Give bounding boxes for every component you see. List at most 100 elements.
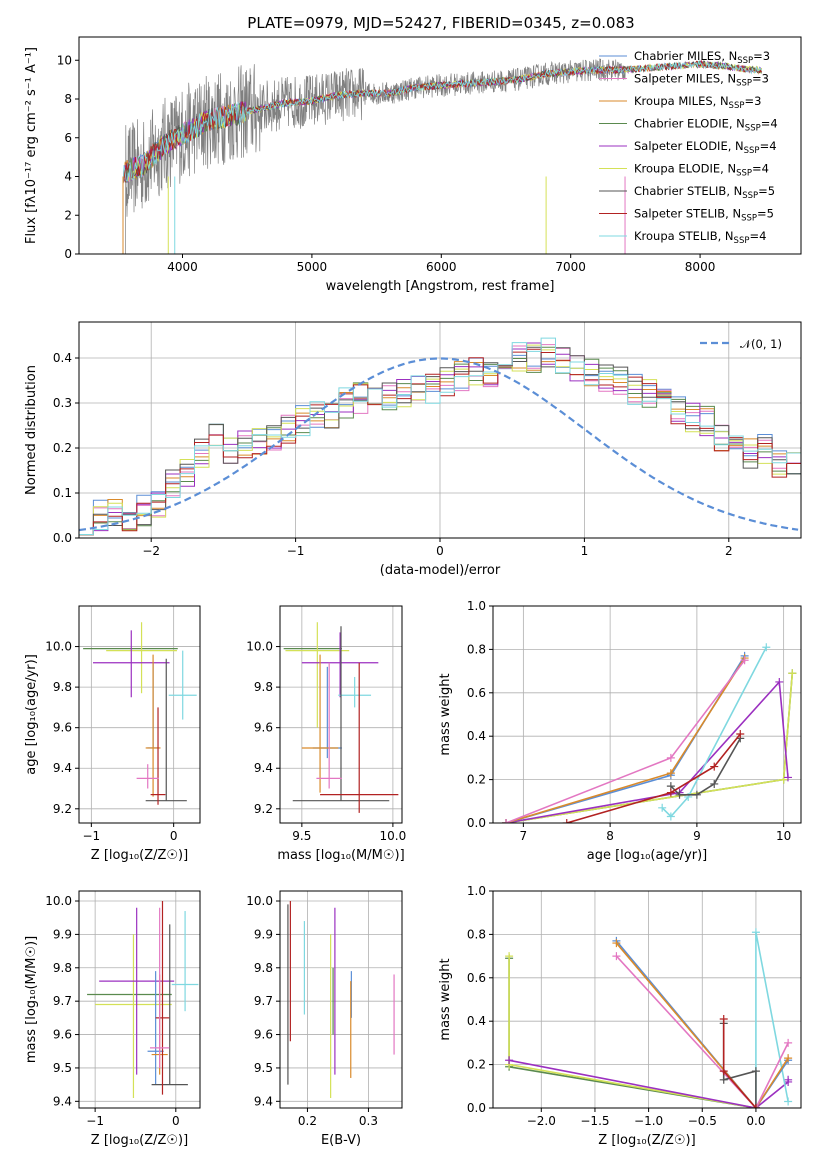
y-tick-label: 0.8	[467, 642, 486, 656]
legend-sub: SSP	[736, 169, 752, 179]
y-tick-label: 10.0	[45, 640, 72, 654]
y-tick-label: 0.3	[53, 396, 72, 410]
x-tick-label: 8000	[685, 260, 716, 274]
y-tick-label: 9.4	[254, 1094, 273, 1108]
axes-frame	[279, 605, 403, 824]
error-cross-7	[320, 662, 399, 813]
legend-entry-7: Salpeter STELIB, NSSP=5	[634, 207, 774, 224]
error-cross-8	[316, 662, 342, 789]
legend-entry-2: Kroupa MILES, NSSP=3	[634, 94, 761, 111]
y-tick-label: 9.6	[53, 1028, 72, 1042]
error-cross-3	[168, 650, 197, 720]
plot-area	[287, 901, 395, 1098]
legend-suffix: =4	[760, 139, 777, 153]
x-tick-label: 0	[436, 544, 444, 558]
axes-frame	[279, 890, 403, 1109]
y-tick-label: 8	[64, 92, 72, 106]
weight-point	[692, 790, 701, 799]
y-tick-label: 9.5	[254, 1061, 273, 1075]
weight-point	[736, 730, 745, 739]
legend-sub: SSP	[736, 79, 752, 89]
x-tick-label: 4000	[167, 260, 198, 274]
y-axis-label: Flux [fλ10⁻¹⁷ erg cm⁻² s⁻¹ A⁻¹]	[24, 47, 39, 244]
x-axis-label: (data-model)/error	[380, 563, 501, 578]
error-cross-2	[301, 632, 379, 698]
weight-line-5	[615, 942, 789, 1108]
x-tick-label: −1	[82, 829, 100, 843]
legend-sub: SSP	[744, 146, 760, 156]
error-cross-7	[150, 707, 166, 805]
error-cross-7	[155, 901, 170, 1095]
legend-suffix: =3	[752, 72, 769, 86]
y-tick-label: 0.6	[467, 686, 486, 700]
x-tick-label: −2	[142, 544, 160, 558]
legend-suffix: =4	[761, 117, 778, 131]
y-tick-label: 0.8	[467, 927, 486, 941]
x-tick-label: 9	[693, 829, 701, 843]
y-tick-label: 9.8	[254, 680, 273, 694]
x-tick-label: 7000	[555, 260, 586, 274]
weight-point	[719, 1067, 728, 1076]
weight-point	[751, 1104, 760, 1108]
weight-point	[666, 753, 675, 762]
legend-label: Kroupa MILES, N	[634, 94, 729, 108]
weight-line-8	[566, 733, 741, 823]
error-cross-2	[92, 630, 170, 698]
error-cross-3	[171, 911, 199, 1012]
y-tick-label: 9.8	[53, 961, 72, 975]
error-cross-3	[338, 676, 372, 708]
weight-point	[710, 779, 719, 788]
panel-weight-vs-age: 7 8 9 10 0.0 0.2 0.4 0.6 0.8 1.0 age [log₁₀(age/yr…	[438, 599, 802, 863]
x-axis-label: age [log₁₀(age/yr)]	[587, 848, 708, 863]
y-tick-label: 9.7	[254, 994, 273, 1008]
error-cross-1	[95, 934, 172, 1098]
y-axis-label: age [log₁₀(age/yr)]	[24, 654, 39, 775]
y-tick-label: 9.2	[53, 802, 72, 816]
x-tick-label: 10	[776, 829, 791, 843]
legend-sub: SSP	[734, 236, 750, 246]
figure-title: PLATE=0979, MJD=52427, FIBERID=0345, z=0…	[247, 14, 634, 32]
legend-entry-5: Kroupa ELODIE, NSSP=4	[634, 162, 769, 179]
panel-age-vs-Z: −1 0 9.2 9.4 9.6 9.8 10.0 Z [log₁₀(Z/Z☉)] age [l…	[24, 605, 201, 863]
panel-age-vs-mass: 9.5 10.0 9.2 9.4 9.6 9.8 10.0 mass [log₁₀(M/M☉)…	[246, 605, 407, 863]
weight-point	[562, 819, 571, 823]
y-tick-label: 9.9	[53, 927, 72, 941]
y-axis-label: mass weight	[438, 958, 453, 1040]
x-tick-label: 0.3	[359, 1114, 378, 1128]
legend-suffix: =3	[744, 94, 761, 108]
normal-reference-curve	[79, 357, 799, 532]
y-axis-label: mass weight	[438, 673, 453, 755]
weight-point	[779, 775, 788, 784]
y-tick-label: 9.6	[254, 721, 273, 735]
legend-entry-8: Kroupa STELIB, NSSP=4	[634, 229, 766, 246]
legend-sub: SSP	[742, 191, 758, 201]
weight-line-1	[508, 956, 757, 1108]
legend-suffix: =4	[749, 229, 766, 243]
weight-point	[666, 812, 675, 821]
weight-line-4	[505, 655, 746, 823]
x-tick-label: 10.0	[380, 829, 407, 843]
x-axis-label: Z [log₁₀(Z/Z☉)]	[598, 1133, 695, 1148]
plot-area	[505, 928, 793, 1108]
error-cross-5	[292, 626, 390, 802]
x-tick-label: 8	[606, 829, 614, 843]
y-tick-label: 9.7	[53, 994, 72, 1008]
y-tick-label: 0.4	[467, 729, 486, 743]
y-tick-label: 10.0	[246, 894, 273, 908]
legend-entry-3: Chabrier ELODIE, NSSP=4	[634, 117, 778, 134]
legend-sub: SSP	[729, 101, 745, 111]
plot-area	[283, 622, 399, 813]
x-axis-label: mass [log₁₀(M/M☉)]	[277, 848, 404, 863]
y-tick-label: 9.2	[254, 802, 273, 816]
legend-label: Salpeter ELODIE, N	[634, 139, 744, 153]
weight-point	[762, 643, 771, 652]
legend-sub: SSP	[737, 56, 753, 66]
plot-area	[83, 622, 197, 805]
axes-frame	[492, 605, 802, 824]
plot-area	[79, 337, 801, 536]
legend-sub: SSP	[741, 214, 757, 224]
x-tick-label: 0.0	[746, 1114, 765, 1128]
weight-point	[710, 762, 719, 771]
